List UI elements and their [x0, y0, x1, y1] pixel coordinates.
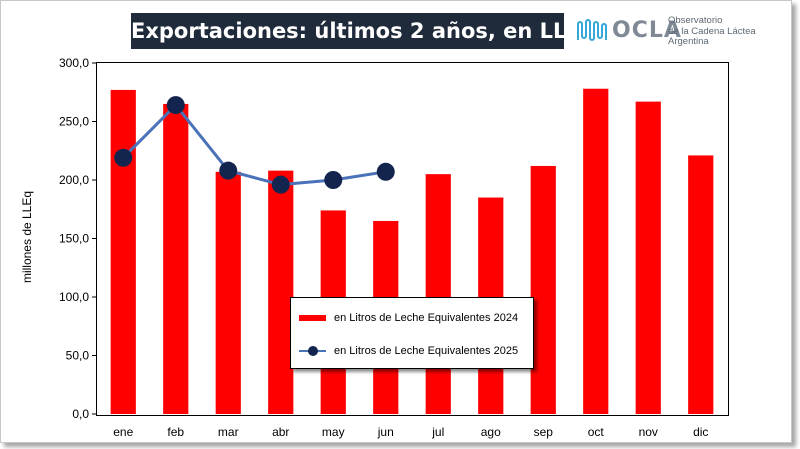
y-tick-label: 0,0 [72, 407, 89, 421]
bar-2024-nov [635, 101, 661, 415]
logo-subtitle: Observatorio de la Cadena Láctea Argenti… [668, 15, 756, 48]
point-2025-jun [376, 162, 395, 181]
x-tick-label: sep [534, 425, 554, 439]
legend-bar-swatch [299, 315, 326, 321]
x-tick-label: ene [113, 425, 133, 439]
y-tick-label: 100,0 [59, 290, 89, 304]
bar-2024-oct [583, 88, 609, 415]
legend-label-2025: en Litros de Leche Equivalentes 2025 [334, 345, 519, 357]
x-tick-label: feb [167, 425, 184, 439]
bar-2024-dic [688, 155, 714, 414]
ocla-logo: OCLA Observatorio de la Cadena Láctea Ar… [576, 12, 781, 52]
point-2025-ene [114, 148, 133, 167]
logo-wave-icon [577, 19, 607, 41]
logo-line-3: Argentina [668, 36, 709, 47]
point-2025-abr [271, 175, 290, 194]
y-tick-label: 50,0 [66, 349, 90, 363]
y-tick-label: 250,0 [59, 115, 89, 129]
x-tick-label: may [322, 425, 345, 439]
logo-line-2: de la Cadena Láctea [668, 25, 756, 37]
legend-item-2025: en Litros de Leche Equivalentes 2025 [299, 343, 518, 359]
bar-2024-ene [110, 89, 136, 414]
legend: en Litros de Leche Equivalentes 2024 en … [290, 297, 534, 369]
chart-title: Exportaciones: últimos 2 años, en LLEq [131, 13, 596, 49]
legend-line-swatch [299, 346, 326, 356]
logo-line-1: Observatorio [668, 15, 723, 26]
y-tick-label: 300,0 [59, 56, 89, 70]
x-tick-label: abr [272, 425, 289, 439]
x-tick-label: oct [588, 425, 605, 439]
x-tick-label: ago [481, 425, 501, 439]
x-tick-label: nov [639, 425, 658, 439]
y-tick-label: 150,0 [59, 232, 89, 246]
line-2025 [122, 103, 386, 187]
x-tick-label: jul [431, 425, 444, 439]
bar-2024-mar [215, 171, 241, 414]
logo-wordmark: OCLA [612, 18, 682, 43]
x-tick-label: mar [218, 425, 239, 439]
legend-label-2024: en Litros de Leche Equivalentes 2024 [334, 312, 519, 324]
x-tick-label: jun [377, 425, 394, 439]
point-2025-mar [219, 161, 238, 180]
legend-item-2024: en Litros de Leche Equivalentes 2024 [299, 310, 518, 326]
point-2025-feb [166, 96, 185, 115]
y-tick-label: 200,0 [59, 173, 89, 187]
bar-2024-feb [163, 103, 189, 414]
point-2025-may [324, 171, 343, 189]
x-tick-label: dic [693, 425, 708, 439]
bar-2024-jul [425, 174, 451, 414]
bar-2024-sep [530, 165, 556, 414]
bar-2024-abr [268, 170, 294, 414]
y-axis-label: millones de LLEq [20, 190, 34, 284]
